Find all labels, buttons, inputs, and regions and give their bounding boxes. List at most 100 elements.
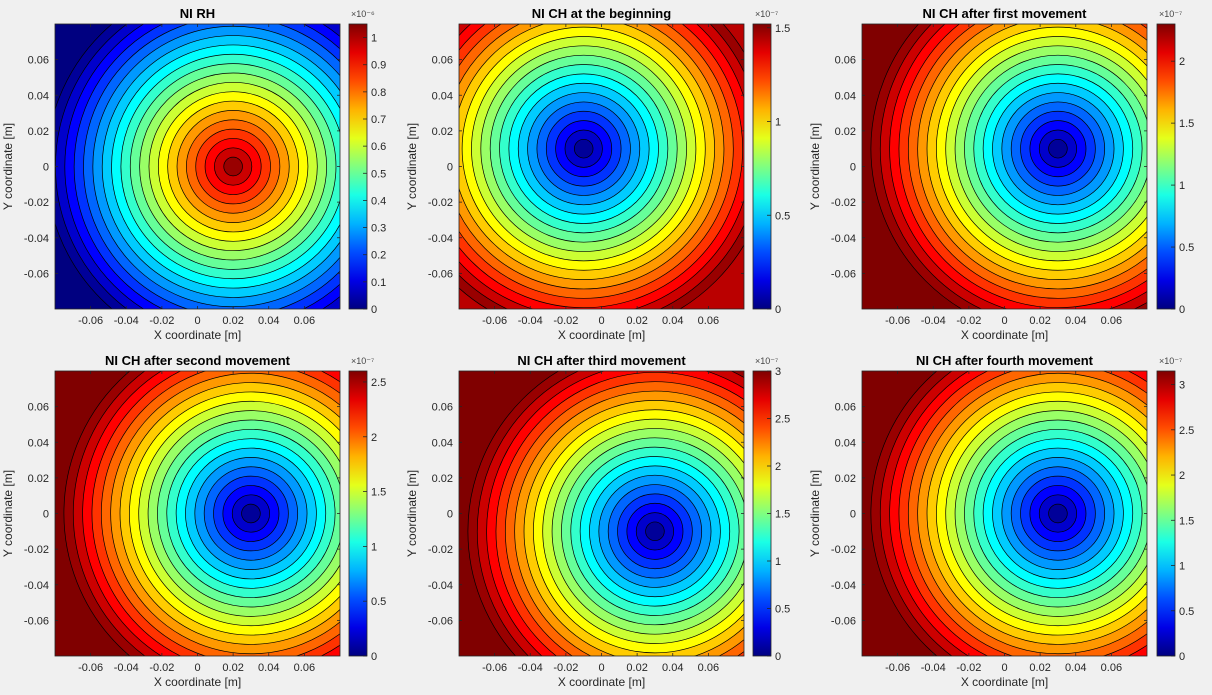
colorbar-scale: [1156, 23, 1176, 310]
y-tick-label: 0.04: [28, 437, 49, 449]
contour-fill: [459, 24, 744, 309]
colorbar-multiplier: ×10⁻⁷: [755, 356, 778, 366]
y-tick-label: 0.06: [835, 55, 856, 67]
colorbar-tick-label: 0.3: [371, 223, 386, 235]
y-tick-label: 0.04: [432, 90, 453, 102]
y-tick-label: 0.02: [432, 473, 453, 485]
y-tick-label: 0.02: [28, 473, 49, 485]
colorbar-tick-label: 0: [371, 304, 377, 316]
x-tick-label: 0.04: [258, 315, 279, 327]
contour-fill: [862, 371, 1147, 656]
colorbar-tick-label: 1.5: [1179, 515, 1194, 527]
y-tick-label: -0.02: [831, 544, 856, 556]
y-tick-label: 0: [447, 509, 453, 521]
contour-panel-6: -0.06 -0.04 -0.02 0 0.02 0.04 0.06 -0.06 -0.04 -0…: [808, 353, 1194, 689]
x-tick-label: 0.06: [1101, 662, 1122, 674]
contour-panel-5: -0.06 -0.04 -0.02 0 0.02 0.04 0.06 -0.06 -0.04 -0…: [405, 353, 790, 689]
x-tick-label: 0.02: [626, 315, 647, 327]
y-tick-label: 0.04: [432, 437, 453, 449]
y-tick-label: -0.02: [24, 544, 49, 556]
x-axis-label: X coordinate [m]: [558, 328, 645, 342]
x-tick-label: 0.06: [698, 662, 719, 674]
contour-panel-1: -0.06 -0.04 -0.02 0 0.02 0.04 0.06 -0.06 -0.04 -0…: [1, 6, 386, 342]
y-tick-label: 0.02: [835, 473, 856, 485]
colorbar-tick-label: 1.5: [775, 509, 790, 521]
colorbar: 0 0.5 1 1.5 2 2.5 ×10⁻⁷: [348, 356, 386, 663]
x-tick-label: 0.02: [626, 662, 647, 674]
colorbar-tick-label: 0: [371, 651, 377, 663]
x-tick-label: 0: [1001, 662, 1007, 674]
colorbar-tick-label: 1.5: [371, 487, 386, 499]
x-tick-label: -0.04: [921, 662, 946, 674]
colorbar: 0 0.5 1 1.5 ×10⁻⁷: [752, 9, 790, 316]
colorbar-tick-label: 0.9: [371, 60, 386, 72]
x-tick-label: 0.04: [662, 315, 683, 327]
colorbar-tick-label: 1: [1179, 561, 1185, 573]
contour-band: [241, 503, 261, 524]
colorbar-tick-label: 0.1: [371, 277, 386, 289]
colorbar-scale: [348, 23, 368, 310]
colorbar-tick-label: 1: [775, 117, 781, 129]
y-axis-label: Y coordinate [m]: [808, 470, 822, 557]
x-tick-label: -0.04: [114, 662, 139, 674]
contour-fill: [862, 24, 1147, 309]
contour-panel-2: -0.06 -0.04 -0.02 0 0.02 0.04 0.06 -0.06 -0.04 -0…: [405, 6, 790, 342]
colorbar-tick-label: 1: [1179, 180, 1185, 192]
x-tick-label: 0: [598, 662, 604, 674]
x-tick-label: 0.02: [222, 662, 243, 674]
contour-fill: [459, 371, 744, 656]
contour-panel-3: -0.06 -0.04 -0.02 0 0.02 0.04 0.06 -0.06 -0.04 -0…: [808, 6, 1194, 342]
x-tick-label: -0.02: [553, 315, 578, 327]
x-tick-label: 0.04: [1065, 315, 1086, 327]
x-tick-label: -0.02: [149, 662, 174, 674]
x-tick-label: -0.02: [553, 662, 578, 674]
colorbar-tick-label: 2: [371, 432, 377, 444]
contour-band: [1048, 503, 1068, 524]
y-tick-label: 0.06: [28, 55, 49, 67]
y-tick-label: 0: [850, 162, 856, 174]
colorbar: 00.511.522.53×10⁻⁷: [752, 356, 790, 663]
y-axis-label: Y coordinate [m]: [405, 123, 419, 210]
colorbar-scale: [1156, 370, 1176, 657]
y-tick-label: -0.04: [24, 233, 49, 245]
x-axis-label: X coordinate [m]: [154, 328, 241, 342]
x-axis-label: X coordinate [m]: [558, 675, 645, 689]
panel-title: NI CH after fourth movement: [916, 353, 1094, 368]
colorbar-tick-label: 0.6: [371, 141, 386, 153]
x-tick-label: 0.02: [222, 315, 243, 327]
x-tick-label: -0.02: [149, 315, 174, 327]
colorbar-tick-label: 2.5: [775, 414, 790, 426]
x-tick-label: 0: [194, 315, 200, 327]
x-tick-label: 0: [194, 662, 200, 674]
x-axis-label: X coordinate [m]: [961, 675, 1048, 689]
y-tick-label: 0.04: [28, 90, 49, 102]
colorbar-tick-label: 2.5: [371, 377, 386, 389]
colorbar-tick-label: 0: [1179, 651, 1185, 663]
colorbar-tick-label: 0.8: [371, 87, 386, 99]
colorbar-tick-label: 0.2: [371, 250, 386, 262]
colorbar-tick-label: 1: [371, 33, 377, 45]
x-tick-label: -0.04: [518, 315, 543, 327]
x-tick-label: -0.06: [482, 662, 507, 674]
colorbar-tick-label: 0.7: [371, 114, 386, 126]
colorbar-scale: [348, 370, 368, 657]
panel-title: NI CH at the beginning: [532, 6, 671, 21]
colorbar: 00.511.522.53×10⁻⁷: [1156, 356, 1194, 663]
y-tick-label: 0.04: [835, 90, 856, 102]
colorbar-tick-label: 0.5: [775, 210, 790, 222]
contour-fill: [55, 24, 340, 309]
contour-panel-4: -0.06 -0.04 -0.02 0 0.02 0.04 0.06 -0.06 -0.04 -0…: [1, 353, 386, 689]
x-tick-label: 0: [598, 315, 604, 327]
colorbar-multiplier: ×10⁻⁷: [351, 356, 374, 366]
colorbar-tick-label: 1.5: [1179, 118, 1194, 130]
y-tick-label: -0.04: [24, 580, 49, 592]
y-tick-label: -0.04: [831, 233, 856, 245]
x-tick-label: 0.04: [1065, 662, 1086, 674]
y-tick-label: -0.06: [24, 268, 49, 280]
panel-title: NI RH: [180, 6, 215, 21]
y-tick-label: 0.04: [835, 437, 856, 449]
x-tick-label: -0.04: [114, 315, 139, 327]
y-tick-label: -0.06: [831, 268, 856, 280]
x-tick-label: -0.06: [885, 315, 910, 327]
panel-title: NI CH after first movement: [923, 6, 1088, 21]
